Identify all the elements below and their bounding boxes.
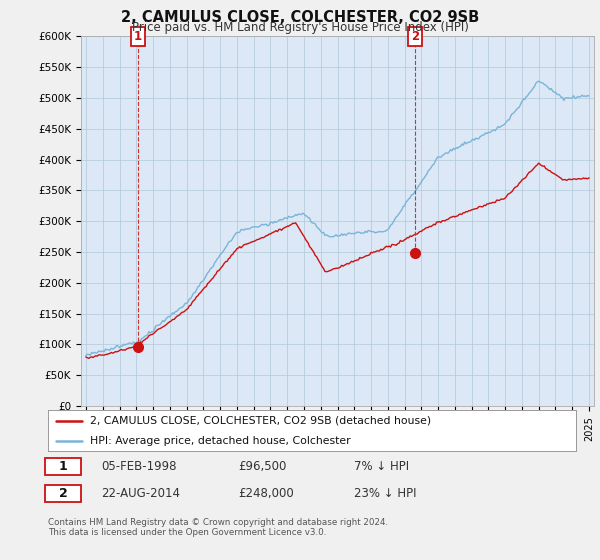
Text: 1: 1 [59, 460, 68, 473]
Text: £248,000: £248,000 [238, 487, 294, 500]
Text: 2: 2 [411, 30, 419, 43]
Text: £96,500: £96,500 [238, 460, 286, 473]
Text: 1: 1 [134, 30, 142, 43]
Text: Contains HM Land Registry data © Crown copyright and database right 2024.
This d: Contains HM Land Registry data © Crown c… [48, 518, 388, 538]
Text: Price paid vs. HM Land Registry's House Price Index (HPI): Price paid vs. HM Land Registry's House … [131, 21, 469, 34]
Text: 2, CAMULUS CLOSE, COLCHESTER, CO2 9SB: 2, CAMULUS CLOSE, COLCHESTER, CO2 9SB [121, 10, 479, 25]
Text: 05-FEB-1998: 05-FEB-1998 [101, 460, 176, 473]
Text: 2, CAMULUS CLOSE, COLCHESTER, CO2 9SB (detached house): 2, CAMULUS CLOSE, COLCHESTER, CO2 9SB (d… [90, 416, 431, 426]
Text: 7% ↓ HPI: 7% ↓ HPI [354, 460, 409, 473]
FancyBboxPatch shape [46, 458, 81, 475]
FancyBboxPatch shape [46, 484, 81, 502]
Text: 22-AUG-2014: 22-AUG-2014 [101, 487, 180, 500]
Text: HPI: Average price, detached house, Colchester: HPI: Average price, detached house, Colc… [90, 436, 351, 446]
Text: 23% ↓ HPI: 23% ↓ HPI [354, 487, 417, 500]
Text: 2: 2 [59, 487, 68, 500]
